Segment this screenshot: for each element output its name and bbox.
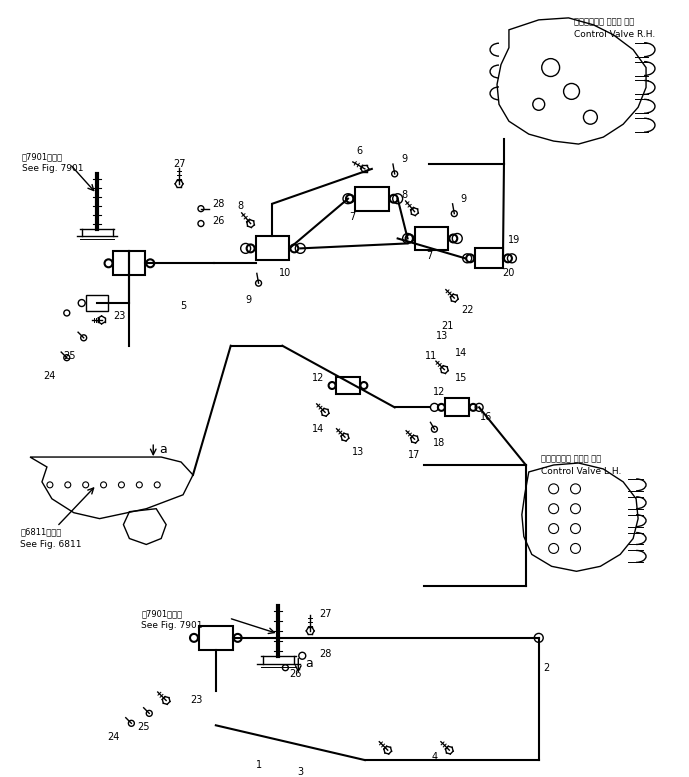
Text: 15: 15: [455, 372, 467, 382]
Bar: [199, 626, 233, 650]
Text: See Fig. 7901: See Fig. 7901: [22, 165, 83, 173]
Text: 3: 3: [297, 767, 303, 777]
Text: 23: 23: [189, 695, 202, 706]
Text: 5: 5: [180, 301, 186, 311]
Text: 17: 17: [409, 450, 421, 460]
Text: a: a: [159, 443, 167, 455]
Bar: [445, 399, 469, 416]
Text: コントロール バルブ 右側: コントロール バルブ 右側: [573, 17, 634, 26]
Text: 28: 28: [319, 649, 331, 659]
Text: 27: 27: [319, 609, 331, 619]
Text: 7: 7: [426, 251, 433, 261]
Text: 14: 14: [312, 424, 325, 434]
Text: コントロール バルブ 左側: コントロール バルブ 左側: [541, 455, 601, 464]
Text: 18: 18: [433, 438, 446, 448]
Text: 1: 1: [256, 760, 262, 770]
Text: 20: 20: [503, 268, 515, 278]
Text: 23: 23: [113, 311, 125, 321]
Bar: [415, 227, 449, 250]
Text: 4: 4: [431, 752, 438, 762]
Text: 26: 26: [213, 215, 225, 225]
Text: 2: 2: [544, 663, 550, 673]
Text: 7: 7: [349, 211, 355, 221]
Text: 10: 10: [279, 268, 291, 278]
Text: 21: 21: [441, 321, 453, 331]
Text: 11: 11: [425, 350, 438, 361]
Text: See Fig. 7901: See Fig. 7901: [141, 622, 203, 630]
Text: 第7901図参照: 第7901図参照: [22, 152, 63, 162]
Text: Control Valve L.H.: Control Valve L.H.: [541, 468, 621, 476]
Bar: [256, 236, 289, 260]
Text: 8: 8: [402, 190, 408, 200]
Bar: [475, 249, 503, 268]
Text: 26: 26: [289, 669, 302, 678]
Text: See Fig. 6811: See Fig. 6811: [20, 540, 81, 549]
Text: 28: 28: [213, 199, 225, 209]
Text: 25: 25: [137, 723, 150, 732]
Text: 16: 16: [480, 413, 492, 422]
Text: 24: 24: [43, 371, 56, 381]
Text: 12: 12: [433, 388, 446, 398]
Text: 12: 12: [312, 372, 325, 382]
Text: 9: 9: [460, 193, 466, 204]
Text: 25: 25: [63, 350, 76, 361]
Text: 22: 22: [461, 305, 473, 315]
Text: 8: 8: [238, 200, 244, 211]
Bar: [114, 252, 145, 275]
Text: a: a: [305, 657, 313, 671]
Text: 27: 27: [173, 159, 185, 169]
Text: 13: 13: [436, 331, 449, 341]
Bar: [85, 295, 107, 311]
Text: 13: 13: [352, 447, 364, 457]
Bar: [355, 186, 389, 211]
Text: Control Valve R.H.: Control Valve R.H.: [573, 30, 655, 40]
Text: 14: 14: [455, 348, 467, 357]
Text: 6: 6: [357, 146, 363, 156]
Text: 9: 9: [245, 295, 251, 305]
Text: 第7901図参照: 第7901図参照: [141, 609, 183, 618]
Text: 19: 19: [508, 235, 520, 246]
Text: 24: 24: [107, 732, 120, 742]
Bar: [336, 377, 360, 395]
Text: 9: 9: [402, 154, 408, 164]
Text: 第6811図参照: 第6811図参照: [20, 527, 61, 536]
